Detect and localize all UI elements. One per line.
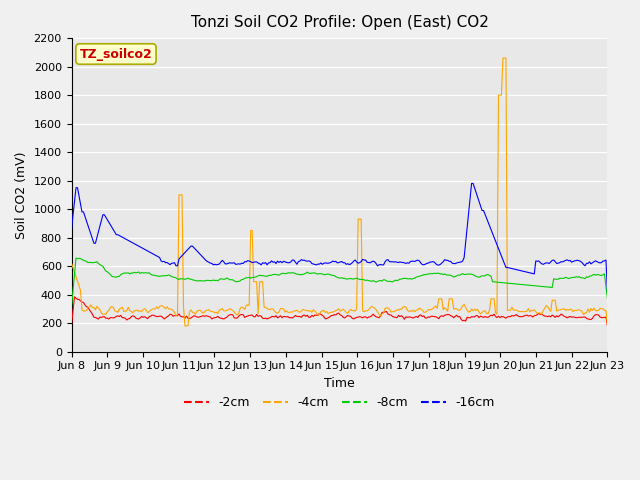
X-axis label: Time: Time: [324, 377, 355, 390]
Y-axis label: Soil CO2 (mV): Soil CO2 (mV): [15, 151, 28, 239]
Title: Tonzi Soil CO2 Profile: Open (East) CO2: Tonzi Soil CO2 Profile: Open (East) CO2: [191, 15, 488, 30]
Legend: -2cm, -4cm, -8cm, -16cm: -2cm, -4cm, -8cm, -16cm: [179, 391, 500, 414]
Text: TZ_soilco2: TZ_soilco2: [79, 48, 152, 60]
